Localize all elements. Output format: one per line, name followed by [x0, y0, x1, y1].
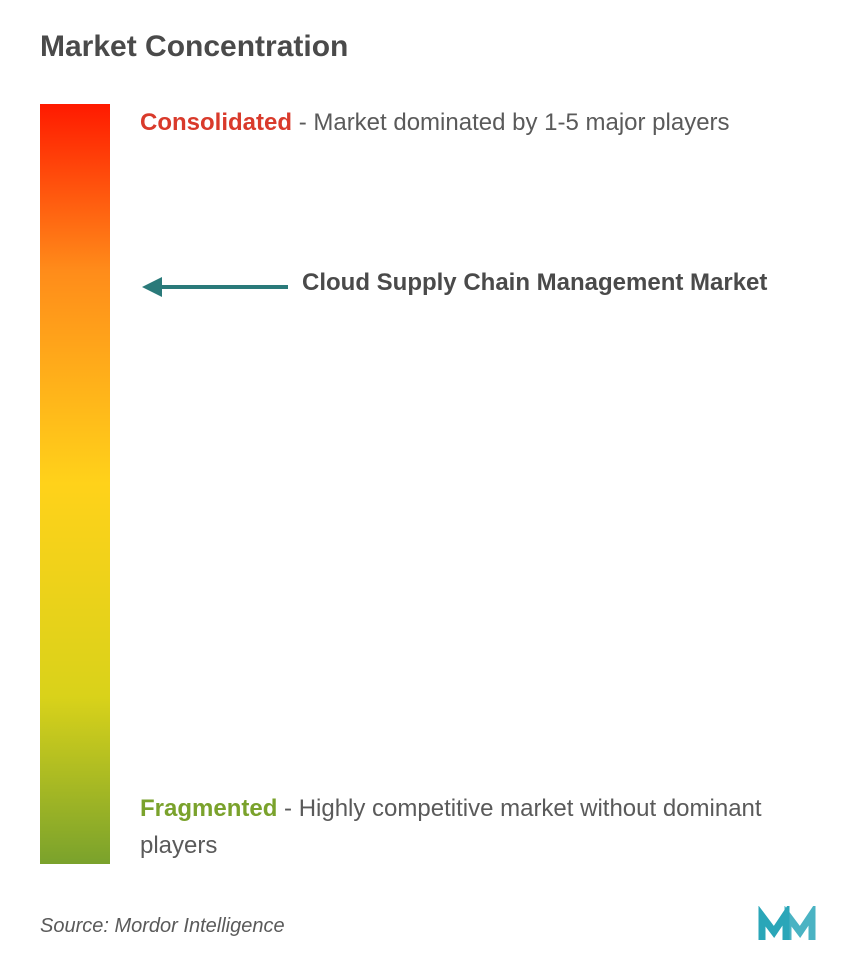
- consolidated-label: Consolidated - Market dominated by 1-5 m…: [140, 104, 808, 141]
- page-title: Market Concentration: [40, 30, 818, 64]
- fragmented-key: Fragmented: [140, 795, 277, 822]
- chart-area: Consolidated - Market dominated by 1-5 m…: [40, 104, 818, 864]
- arrow-left-icon: [140, 272, 290, 302]
- footer: Source: Mordor Intelligence: [40, 906, 818, 946]
- labels-area: Consolidated - Market dominated by 1-5 m…: [110, 104, 818, 864]
- market-name: Cloud Supply Chain Management Market: [302, 264, 767, 301]
- consolidated-desc: - Market dominated by 1-5 major players: [299, 109, 730, 136]
- source-text: Source: Mordor Intelligence: [40, 915, 285, 938]
- mordor-logo-icon: [758, 906, 818, 946]
- fragmented-label: Fragmented - Highly competitive market w…: [140, 790, 808, 864]
- consolidated-key: Consolidated: [140, 109, 292, 136]
- market-pointer: Cloud Supply Chain Management Market: [140, 264, 808, 302]
- concentration-gradient-bar: [40, 104, 110, 864]
